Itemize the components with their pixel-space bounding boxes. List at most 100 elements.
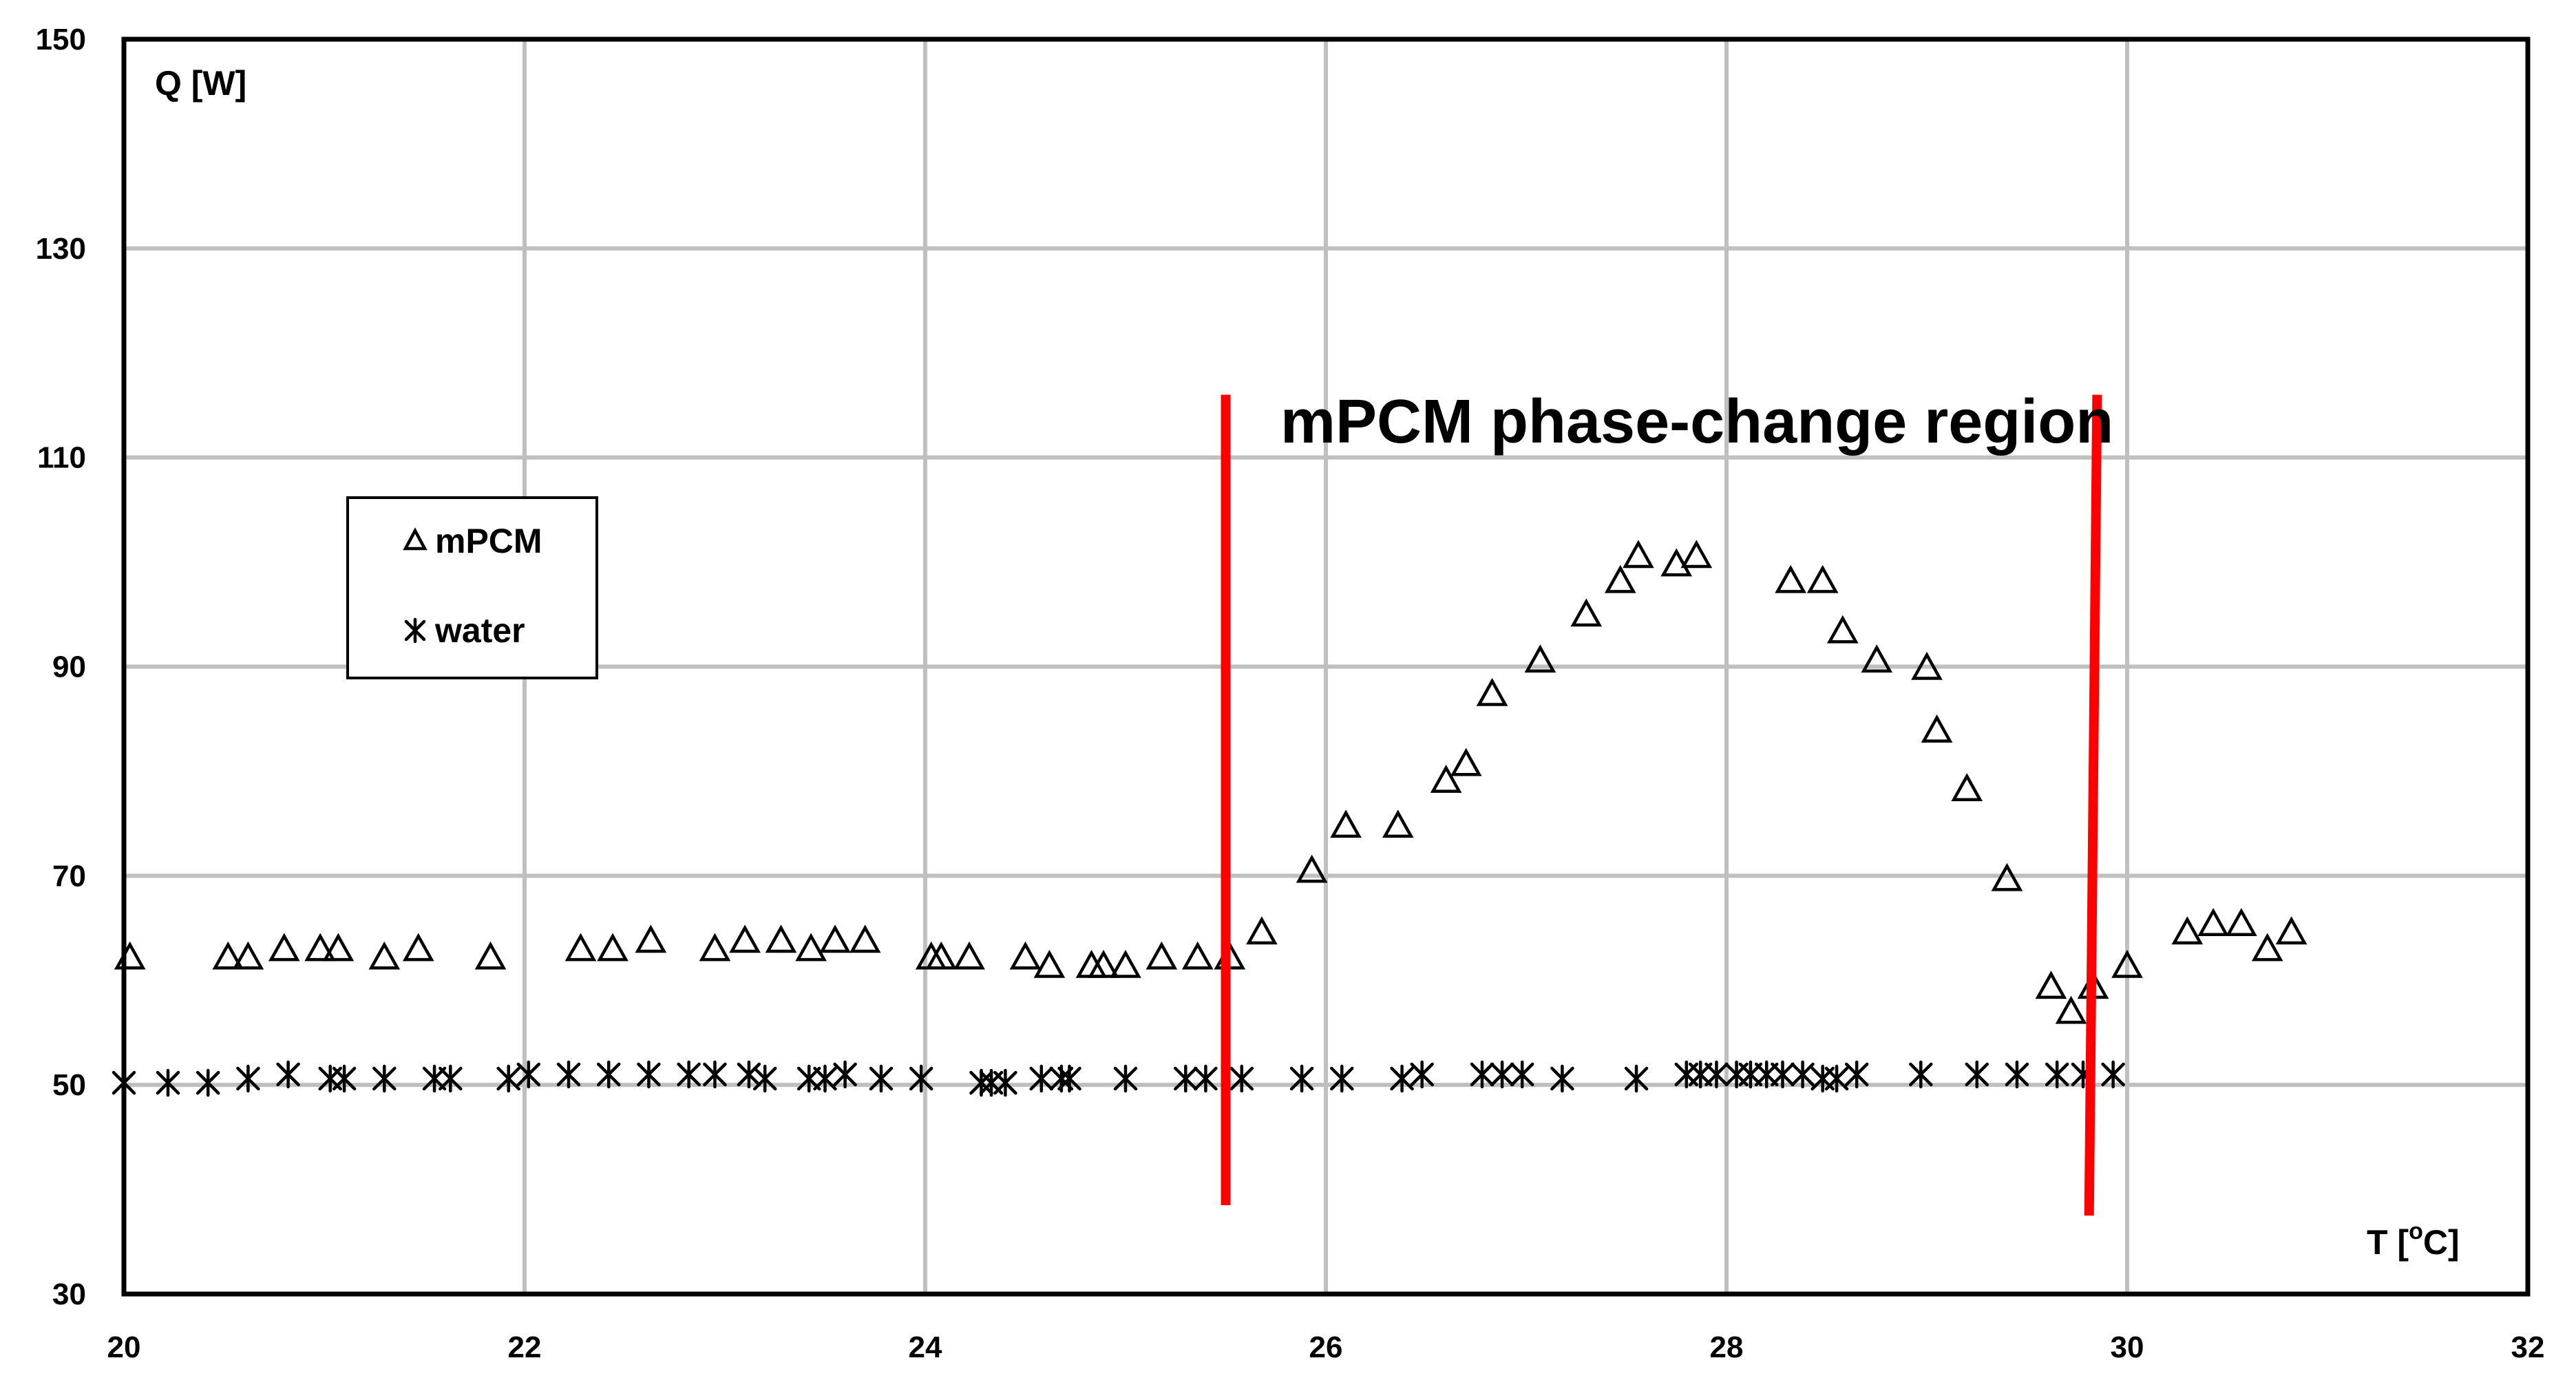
x-axis-title-superscript: o (2409, 1218, 2423, 1244)
mpcm-point (1009, 941, 1042, 970)
mpcm-point (212, 941, 244, 970)
water-point (2045, 1060, 2069, 1089)
mpcm-point (1110, 949, 1141, 978)
y-tick-label: 150 (36, 23, 86, 56)
y-tick-label: 30 (52, 1277, 86, 1311)
water-point (439, 1064, 463, 1093)
series-mpcm (114, 540, 2308, 1024)
water-point (1738, 1060, 1763, 1089)
water-point (2101, 1060, 2125, 1089)
mpcm-point (474, 941, 507, 970)
water-point (703, 1060, 727, 1089)
mpcm-point (2275, 916, 2308, 945)
mpcm-point (925, 941, 958, 970)
water-point (516, 1060, 541, 1089)
phase-change-lines (1221, 394, 2102, 1216)
legend-label-mpcm: mPCM (435, 522, 542, 560)
water-point (1754, 1060, 1779, 1089)
legend-box (346, 496, 598, 679)
x-axis-title-suffix: C] (2423, 1223, 2460, 1262)
mpcm-point (953, 941, 985, 970)
mpcm-point (402, 933, 434, 962)
water-point (813, 1064, 837, 1093)
mpcm-point (304, 933, 337, 962)
mpcm-point (1296, 854, 1328, 883)
mpcm-point (2197, 908, 2229, 936)
water-point (1550, 1064, 1574, 1093)
mpcm-point (1570, 598, 1603, 627)
water-point (752, 1064, 777, 1093)
phase-change-region-label: mPCM phase-change region (1280, 388, 2113, 456)
mpcm-point (1991, 862, 2023, 891)
mpcm-point (1660, 548, 1693, 577)
mpcm-point (1330, 809, 1362, 838)
phase-change-boundary-line (2084, 394, 2102, 1216)
water-point (422, 1064, 447, 1093)
gridlines (124, 39, 2528, 1294)
water-point (1330, 1064, 1354, 1093)
mpcm-point (795, 933, 827, 962)
series-water (112, 1060, 2125, 1097)
water-point (869, 1064, 894, 1093)
mpcm-point (1951, 773, 1983, 801)
mpcm-point (232, 941, 264, 970)
x-tick-label: 20 (107, 1330, 141, 1364)
water-point (236, 1064, 260, 1093)
water-point (1791, 1060, 1815, 1089)
mpcm-point (2035, 971, 2067, 999)
tick-labels: 20 22 24 26 28 30 32 30 50 70 90 110 130 150 (36, 23, 2545, 1364)
mpcm-point (1524, 644, 1556, 673)
water-point (1824, 1064, 1849, 1093)
x-tick-label: 22 (508, 1330, 542, 1364)
mpcm-point (1146, 941, 1178, 970)
mpcm-point (1476, 677, 1508, 706)
x-tick-label: 30 (2111, 1330, 2144, 1364)
water-point (1704, 1060, 1729, 1089)
water-point (372, 1064, 397, 1093)
mpcm-point (699, 933, 731, 962)
mpcm-point (1861, 644, 1893, 673)
mpcm-point (1088, 949, 1119, 978)
mpcm-point (2055, 995, 2087, 1024)
mpcm-point (1450, 747, 1482, 776)
mpcm-point (2171, 916, 2204, 945)
mpcm-point (765, 924, 797, 953)
mpcm-point (635, 924, 667, 953)
water-point (1194, 1064, 1218, 1093)
legend-asterisk-icon (404, 617, 426, 644)
water-point (796, 1064, 821, 1093)
x-tick-label: 24 (909, 1330, 942, 1364)
water-point (1909, 1060, 1933, 1089)
mpcm-point (819, 924, 851, 953)
y-tick-label: 70 (52, 859, 86, 893)
water-point (2005, 1060, 2029, 1089)
y-tick-label: 50 (52, 1068, 86, 1102)
mpcm-point (2251, 933, 2283, 962)
mpcm-point (729, 924, 761, 953)
water-point (196, 1068, 220, 1097)
mpcm-point (849, 924, 881, 953)
water-point (156, 1068, 180, 1097)
water-point (637, 1060, 661, 1089)
water-point (1688, 1060, 1713, 1089)
x-axis-title-prefix: T [ (2367, 1223, 2409, 1262)
water-point (1390, 1064, 1414, 1093)
water-point (993, 1068, 1017, 1097)
y-tick-label: 110 (37, 441, 86, 475)
mpcm-point (1033, 949, 1066, 978)
x-tick-label: 26 (1309, 1330, 1343, 1364)
water-point (1410, 1060, 1434, 1089)
water-point (276, 1060, 300, 1089)
legend: mPCM water (346, 496, 598, 679)
y-axis-title: Q [W] (155, 64, 246, 103)
water-point (1289, 1064, 1314, 1093)
mpcm-point (1775, 564, 1806, 593)
mpcm-point (597, 933, 629, 962)
mpcm-point (1430, 764, 1462, 793)
mpcm-point (1382, 809, 1414, 838)
legend-triangle-icon (403, 527, 427, 551)
y-tick-label: 130 (36, 232, 86, 266)
water-point (1470, 1060, 1495, 1089)
